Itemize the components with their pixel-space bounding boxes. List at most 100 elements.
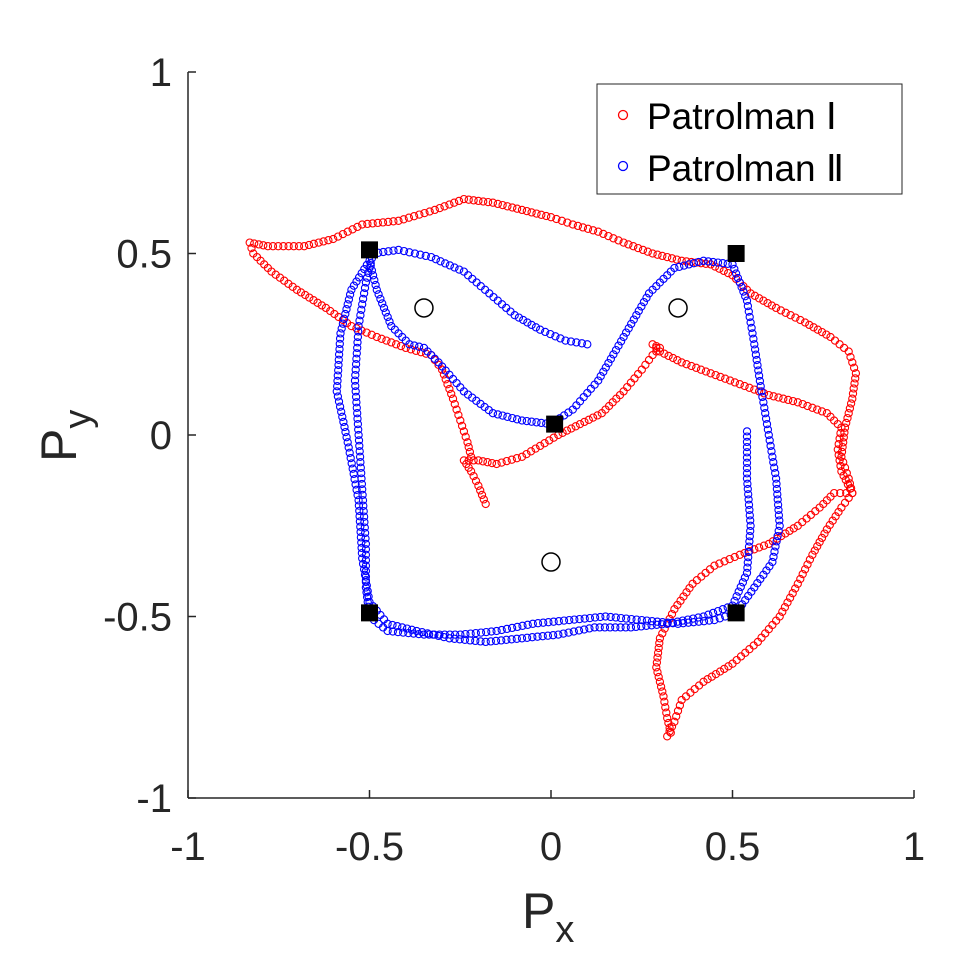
data-point (745, 532, 754, 541)
data-point (653, 250, 662, 259)
data-point (447, 389, 456, 399)
data-point (614, 236, 623, 245)
data-point (768, 452, 777, 461)
data-point (540, 439, 549, 448)
data-point (434, 631, 443, 641)
data-point (341, 427, 350, 437)
data-point (707, 672, 716, 681)
data-point (747, 587, 756, 596)
data-point (673, 617, 682, 626)
data-point (461, 432, 470, 441)
data-point (685, 583, 694, 593)
data-point (503, 202, 512, 211)
data-point (360, 528, 370, 538)
data-point (605, 623, 615, 632)
data-point (716, 372, 725, 382)
data-point (508, 203, 517, 212)
data-point (740, 381, 749, 391)
data-point (357, 305, 366, 314)
data-point (731, 269, 741, 278)
data-point (407, 625, 417, 634)
data-point (743, 558, 752, 567)
data-point (833, 445, 842, 454)
data-point (580, 417, 589, 427)
data-point (808, 550, 817, 559)
data-point (594, 227, 603, 236)
data-point (389, 217, 398, 226)
data-point (399, 246, 409, 256)
data-point (334, 366, 343, 375)
data-point (337, 324, 346, 333)
data-point (742, 458, 752, 467)
data-point (421, 349, 431, 358)
data-point (756, 382, 765, 391)
data-point (354, 321, 363, 331)
data-point (352, 403, 361, 412)
data-point (817, 533, 827, 543)
data-point (736, 582, 745, 592)
data-point (335, 345, 344, 354)
data-point (464, 442, 473, 452)
data-point (359, 501, 368, 510)
data-point (789, 524, 798, 533)
data-point (450, 630, 460, 639)
data-point (601, 612, 610, 621)
data-point (441, 375, 450, 384)
data-point (621, 328, 631, 337)
data-point (655, 677, 665, 686)
data-point (619, 238, 628, 247)
data-point (354, 496, 363, 505)
data-point (354, 430, 363, 440)
data-point (660, 349, 669, 358)
data-point (664, 351, 673, 361)
data-point (788, 396, 798, 406)
data-point (699, 612, 708, 621)
data-point (419, 630, 429, 639)
data-point (773, 500, 783, 509)
data-point (360, 523, 369, 532)
data-point (333, 382, 342, 391)
data-point (348, 464, 357, 473)
data-point (319, 237, 328, 246)
data-point (844, 474, 853, 483)
x-tick-label: 0.5 (705, 825, 761, 869)
data-point (333, 376, 342, 386)
data-point (642, 293, 651, 302)
data-point (765, 562, 774, 571)
data-point (471, 476, 481, 486)
data-point (743, 479, 752, 488)
data-point (742, 448, 752, 457)
data-point (476, 628, 486, 637)
data-point (502, 624, 512, 634)
data-point (785, 526, 794, 536)
data-point (741, 596, 750, 605)
data-point (800, 318, 810, 327)
data-point (543, 631, 553, 640)
data-point (351, 365, 360, 374)
data-point (817, 327, 827, 337)
data-point (713, 606, 723, 616)
data-point (737, 282, 746, 292)
data-point (839, 433, 848, 442)
data-point (748, 329, 757, 338)
data-point (810, 546, 819, 555)
data-layer (245, 194, 861, 741)
data-point (351, 360, 361, 369)
data-point (421, 251, 430, 261)
data-point (590, 623, 599, 632)
data-point (436, 257, 445, 266)
data-point (611, 345, 621, 355)
data-point (355, 441, 364, 451)
data-point (739, 287, 748, 296)
data-point (642, 616, 652, 625)
data-point (368, 219, 377, 228)
data-point (840, 463, 850, 472)
data-point (735, 278, 744, 287)
data-point (513, 622, 522, 632)
data-point (673, 706, 683, 716)
data-point (346, 453, 355, 463)
data-point (344, 295, 354, 304)
data-point (606, 354, 616, 363)
data-point (775, 521, 784, 530)
data-point (474, 481, 483, 490)
